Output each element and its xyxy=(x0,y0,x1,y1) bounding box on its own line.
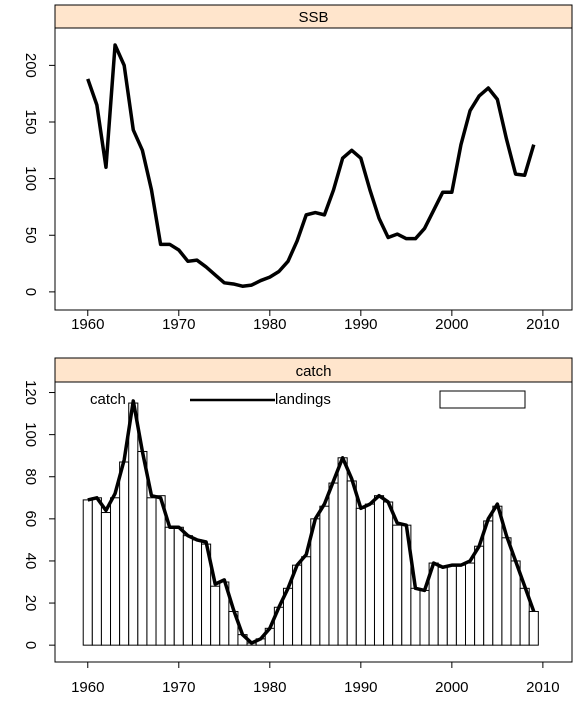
bar xyxy=(210,585,221,646)
bar xyxy=(383,501,394,646)
legend-label: catch xyxy=(90,391,126,408)
y-tick-label: 0 xyxy=(22,288,39,296)
y-tick-label: 120 xyxy=(22,380,39,405)
x-tick-label: 1960 xyxy=(71,316,104,333)
strip xyxy=(54,357,573,383)
x-tick-label: 1980 xyxy=(253,316,286,333)
bar xyxy=(173,526,184,646)
x-tick-label: 1970 xyxy=(162,679,195,696)
y-tick-label: 60 xyxy=(22,510,39,527)
bar xyxy=(182,535,193,646)
bar xyxy=(91,497,102,646)
bar xyxy=(146,497,157,646)
panel-title: SSB xyxy=(298,9,328,26)
bar xyxy=(364,503,375,646)
bar xyxy=(355,507,366,646)
y-tick-label: 200 xyxy=(22,53,39,78)
y-tick-label: 80 xyxy=(22,468,39,485)
bar xyxy=(465,562,476,646)
bar xyxy=(164,526,175,646)
bar xyxy=(82,499,93,646)
x-tick-label: 1980 xyxy=(253,679,286,696)
x-tick-label: 1990 xyxy=(344,679,377,696)
bar xyxy=(346,480,357,646)
y-tick-label: 50 xyxy=(22,227,39,244)
legend-label: landings xyxy=(275,391,331,408)
bar xyxy=(392,524,403,646)
x-tick-label: 2010 xyxy=(526,679,559,696)
bar xyxy=(528,610,539,646)
y-tick-label: 40 xyxy=(22,553,39,570)
x-tick-label: 2010 xyxy=(526,316,559,333)
bar xyxy=(410,587,421,646)
bar xyxy=(446,564,457,646)
y-tick-label: 150 xyxy=(22,109,39,134)
bar xyxy=(100,512,112,646)
bar xyxy=(301,556,312,646)
x-tick-label: 2000 xyxy=(435,679,468,696)
x-tick-label: 1960 xyxy=(71,679,104,696)
panel-title: catch xyxy=(296,363,332,380)
x-tick-label: 2000 xyxy=(435,316,468,333)
y-tick-label: 100 xyxy=(22,422,39,447)
bar xyxy=(191,539,203,646)
bar xyxy=(110,497,121,646)
line xyxy=(87,399,536,645)
line xyxy=(86,43,536,288)
bar xyxy=(128,402,139,646)
bar xyxy=(337,457,348,646)
bar xyxy=(119,461,130,646)
bar xyxy=(501,537,512,646)
bar xyxy=(419,589,430,646)
y-tick-label: 20 xyxy=(22,595,39,612)
bar xyxy=(455,564,467,646)
x-tick-label: 1970 xyxy=(162,316,195,333)
x-tick-label: 1990 xyxy=(344,316,377,333)
bar xyxy=(373,495,385,646)
bar xyxy=(474,545,485,646)
y-tick-label: 0 xyxy=(22,641,39,649)
bar xyxy=(483,520,494,646)
panel xyxy=(54,27,573,311)
bar xyxy=(492,505,503,646)
bar xyxy=(437,566,448,646)
y-tick-label: 100 xyxy=(22,166,39,191)
panel xyxy=(54,381,573,663)
legend-key xyxy=(439,390,526,409)
bar xyxy=(328,482,339,646)
bar xyxy=(137,450,148,646)
bar xyxy=(319,505,330,646)
bar xyxy=(155,495,166,646)
